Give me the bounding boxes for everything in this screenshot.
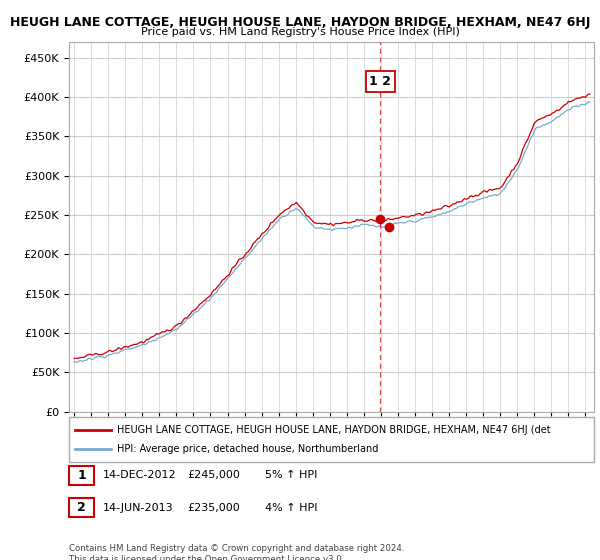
Text: 2: 2 xyxy=(77,501,86,515)
Text: 14-DEC-2012: 14-DEC-2012 xyxy=(103,470,177,480)
Text: 14-JUN-2013: 14-JUN-2013 xyxy=(103,503,174,513)
Text: 5% ↑ HPI: 5% ↑ HPI xyxy=(265,470,317,480)
Text: 1: 1 xyxy=(77,469,86,482)
Text: 1 2: 1 2 xyxy=(369,75,391,88)
Text: HPI: Average price, detached house, Northumberland: HPI: Average price, detached house, Nort… xyxy=(117,445,379,455)
Text: £245,000: £245,000 xyxy=(187,470,240,480)
Text: Price paid vs. HM Land Registry's House Price Index (HPI): Price paid vs. HM Land Registry's House … xyxy=(140,27,460,37)
Text: £235,000: £235,000 xyxy=(187,503,240,513)
Text: Contains HM Land Registry data © Crown copyright and database right 2024.
This d: Contains HM Land Registry data © Crown c… xyxy=(69,544,404,560)
Text: HEUGH LANE COTTAGE, HEUGH HOUSE LANE, HAYDON BRIDGE, HEXHAM, NE47 6HJ: HEUGH LANE COTTAGE, HEUGH HOUSE LANE, HA… xyxy=(10,16,590,29)
Text: HEUGH LANE COTTAGE, HEUGH HOUSE LANE, HAYDON BRIDGE, HEXHAM, NE47 6HJ (det: HEUGH LANE COTTAGE, HEUGH HOUSE LANE, HA… xyxy=(117,424,551,435)
Text: 4% ↑ HPI: 4% ↑ HPI xyxy=(265,503,318,513)
